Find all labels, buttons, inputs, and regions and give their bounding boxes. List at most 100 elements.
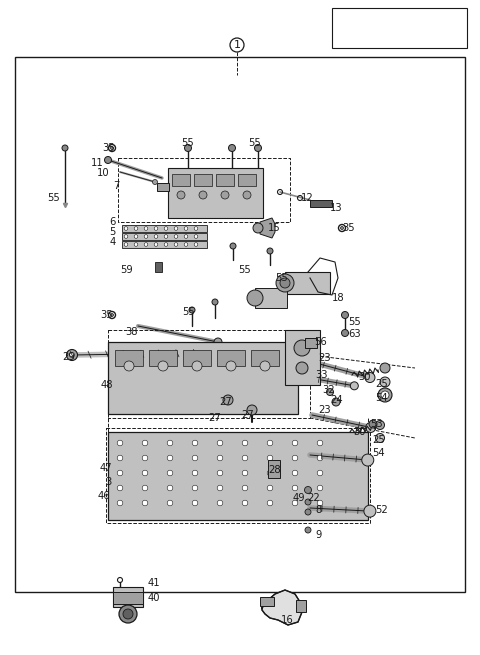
Circle shape — [362, 454, 374, 466]
Circle shape — [364, 505, 376, 517]
Circle shape — [267, 500, 273, 506]
Text: 27: 27 — [209, 413, 221, 423]
Circle shape — [242, 470, 248, 476]
Circle shape — [267, 485, 273, 491]
Polygon shape — [260, 218, 275, 238]
Circle shape — [142, 485, 148, 491]
Circle shape — [110, 314, 113, 316]
Circle shape — [167, 470, 173, 476]
Bar — [285, 272, 330, 294]
Circle shape — [142, 455, 148, 461]
Bar — [113, 587, 143, 607]
Text: 13: 13 — [330, 203, 343, 213]
Circle shape — [242, 500, 248, 506]
Text: 55: 55 — [248, 138, 261, 148]
Circle shape — [192, 440, 198, 446]
Text: 18: 18 — [332, 293, 345, 303]
Bar — [108, 432, 368, 520]
Circle shape — [62, 145, 68, 151]
Circle shape — [253, 223, 263, 233]
Circle shape — [154, 227, 158, 231]
Circle shape — [378, 388, 392, 402]
Text: 49: 49 — [293, 493, 306, 503]
Bar — [332, 8, 467, 48]
Text: 56: 56 — [314, 337, 327, 347]
Text: 27: 27 — [220, 397, 232, 407]
Text: 59: 59 — [120, 265, 133, 275]
Bar — [168, 168, 263, 218]
Circle shape — [294, 340, 310, 356]
Text: 46: 46 — [97, 491, 110, 501]
Circle shape — [117, 470, 123, 476]
Circle shape — [199, 191, 207, 199]
Text: 54: 54 — [372, 448, 384, 458]
Circle shape — [292, 470, 298, 476]
Text: 40: 40 — [148, 593, 160, 603]
Circle shape — [144, 243, 148, 246]
Circle shape — [341, 312, 348, 318]
Circle shape — [243, 191, 251, 199]
Circle shape — [350, 382, 358, 390]
Circle shape — [317, 455, 323, 461]
Circle shape — [292, 440, 298, 446]
Text: 55: 55 — [275, 273, 288, 283]
Circle shape — [340, 227, 344, 229]
Text: 55: 55 — [181, 138, 194, 148]
Circle shape — [247, 405, 257, 415]
Circle shape — [247, 290, 263, 306]
Circle shape — [134, 243, 138, 246]
Bar — [251, 350, 279, 366]
Text: 24: 24 — [330, 395, 343, 405]
Bar — [108, 342, 298, 414]
Circle shape — [154, 234, 158, 238]
Circle shape — [214, 338, 222, 346]
Circle shape — [317, 470, 323, 476]
Bar — [172, 174, 190, 186]
Text: 6: 6 — [109, 217, 116, 227]
Circle shape — [230, 38, 244, 52]
Bar — [115, 350, 143, 366]
Text: 35: 35 — [102, 143, 115, 153]
Circle shape — [406, 29, 416, 39]
Circle shape — [124, 243, 128, 246]
Text: 16: 16 — [281, 615, 293, 625]
Text: 25: 25 — [375, 379, 388, 389]
Circle shape — [144, 227, 148, 231]
Text: 53: 53 — [370, 419, 383, 429]
Circle shape — [260, 361, 270, 371]
Text: 1: 1 — [233, 40, 240, 50]
Text: 25: 25 — [372, 435, 385, 445]
Circle shape — [380, 377, 390, 387]
Text: 55: 55 — [47, 193, 60, 203]
Circle shape — [341, 329, 348, 337]
Circle shape — [221, 191, 229, 199]
Circle shape — [381, 391, 389, 399]
Circle shape — [177, 191, 185, 199]
Text: 15: 15 — [268, 223, 281, 233]
Bar — [310, 200, 332, 207]
Circle shape — [366, 422, 376, 432]
Circle shape — [305, 527, 311, 533]
Text: 22: 22 — [307, 493, 320, 503]
Circle shape — [142, 470, 148, 476]
Text: 33: 33 — [315, 370, 327, 380]
Circle shape — [292, 455, 298, 461]
Bar — [305, 338, 317, 348]
Circle shape — [184, 234, 188, 238]
Circle shape — [167, 500, 173, 506]
Circle shape — [242, 485, 248, 491]
Circle shape — [124, 234, 128, 238]
Circle shape — [153, 179, 157, 185]
Text: 48: 48 — [100, 380, 113, 390]
Circle shape — [380, 363, 390, 373]
Text: 8: 8 — [315, 505, 321, 515]
Circle shape — [134, 227, 138, 231]
Circle shape — [124, 361, 134, 371]
Circle shape — [317, 485, 323, 491]
Circle shape — [217, 500, 223, 506]
Text: 9: 9 — [315, 530, 322, 540]
Circle shape — [105, 157, 111, 164]
Text: 27: 27 — [241, 410, 254, 420]
Circle shape — [317, 500, 323, 506]
Circle shape — [292, 485, 298, 491]
